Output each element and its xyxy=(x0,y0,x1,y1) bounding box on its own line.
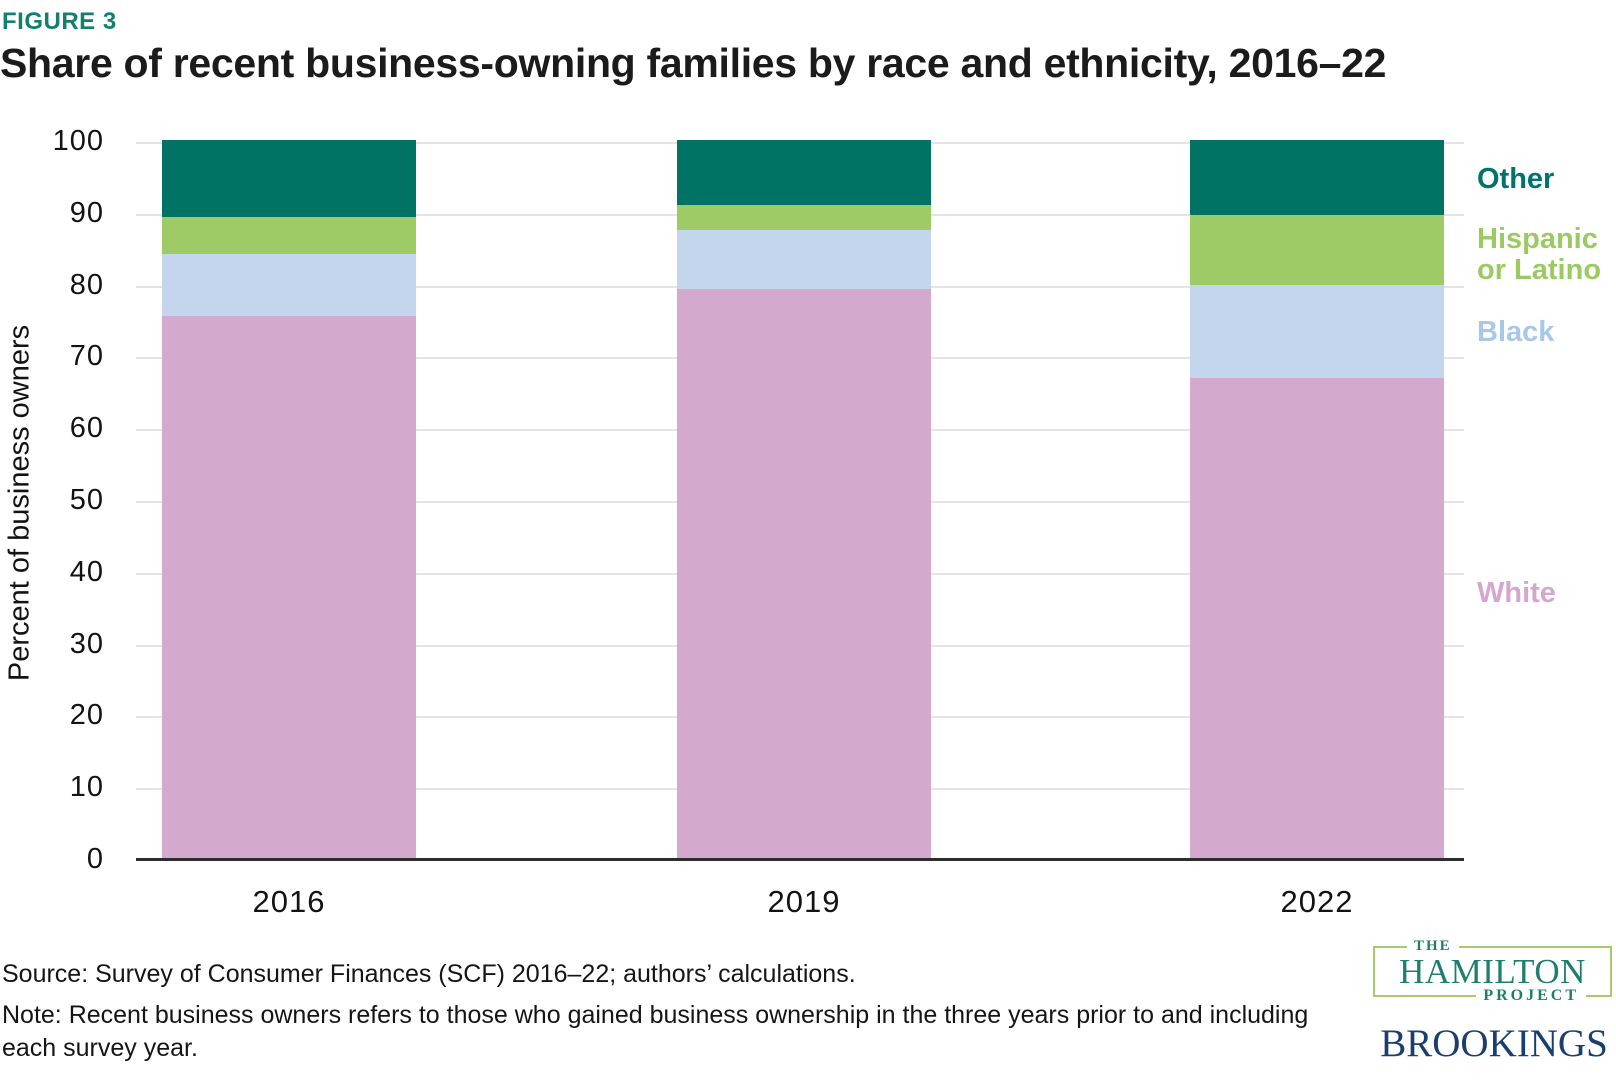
bar-segment-2019-black xyxy=(677,229,931,289)
bar-segment-2022-black xyxy=(1190,285,1444,379)
y-tick-label-90: 90 xyxy=(69,196,104,229)
stacked-bar-2016 xyxy=(162,140,416,858)
bar-segment-2016-black xyxy=(162,254,416,316)
hamilton-logo-the: THE xyxy=(1407,938,1459,955)
chart-title: Share of recent business-owning families… xyxy=(0,40,1387,86)
source-text: Source: Survey of Consumer Finances (SCF… xyxy=(2,960,856,988)
bar-segment-2019-hispanic-or-latino xyxy=(677,204,931,230)
y-axis-tick-labels: 0 10 20 30 40 50 60 70 80 90 100 xyxy=(0,125,104,875)
y-tick-label-50: 50 xyxy=(69,484,104,517)
legend-label-white: White xyxy=(1477,577,1556,609)
y-tick-label-10: 10 xyxy=(69,771,104,804)
bar-segment-2022-hispanic-or-latino xyxy=(1190,215,1444,286)
figure-label: FIGURE 3 xyxy=(2,8,117,35)
plot-area xyxy=(136,140,1464,861)
hamilton-logo-name: HAMILTON xyxy=(1399,952,1586,991)
stacked-bar-2019 xyxy=(677,140,931,858)
legend-label-other: Other xyxy=(1477,163,1555,195)
bar-segment-2016-other xyxy=(162,140,416,217)
legend-label-hispanic-or-latino: Hispanic or Latino xyxy=(1477,223,1602,286)
hamilton-logo-project: PROJECT xyxy=(1476,987,1586,1005)
bar-segment-2019-other xyxy=(677,140,931,205)
x-tick-label-2016: 2016 xyxy=(252,884,326,919)
bar-segment-2016-hispanic-or-latino xyxy=(162,216,416,255)
y-tick-label-70: 70 xyxy=(69,340,104,373)
note-text: Note: Recent business owners refers to t… xyxy=(2,1001,1309,1062)
bar-segment-2022-other xyxy=(1190,140,1444,216)
y-tick-label-80: 80 xyxy=(69,268,104,301)
x-tick-label-2022: 2022 xyxy=(1280,884,1354,919)
y-tick-label-30: 30 xyxy=(69,627,104,660)
y-tick-label-60: 60 xyxy=(69,412,104,445)
stacked-bar-2022 xyxy=(1190,140,1444,858)
brookings-logo: BROOKINGS xyxy=(1380,1022,1608,1065)
bar-segment-2022-white xyxy=(1190,378,1444,858)
y-tick-label-40: 40 xyxy=(69,555,104,588)
y-tick-label-20: 20 xyxy=(69,699,104,732)
bar-segment-2019-white xyxy=(677,288,931,858)
x-tick-label-2019: 2019 xyxy=(767,884,841,919)
y-tick-label-100: 100 xyxy=(52,125,104,158)
hamilton-project-logo: THE HAMILTON PROJECT xyxy=(1373,938,1612,1005)
legend-label-black: Black xyxy=(1477,316,1555,348)
bar-segment-2016-white xyxy=(162,315,416,858)
y-tick-label-0: 0 xyxy=(86,843,104,876)
